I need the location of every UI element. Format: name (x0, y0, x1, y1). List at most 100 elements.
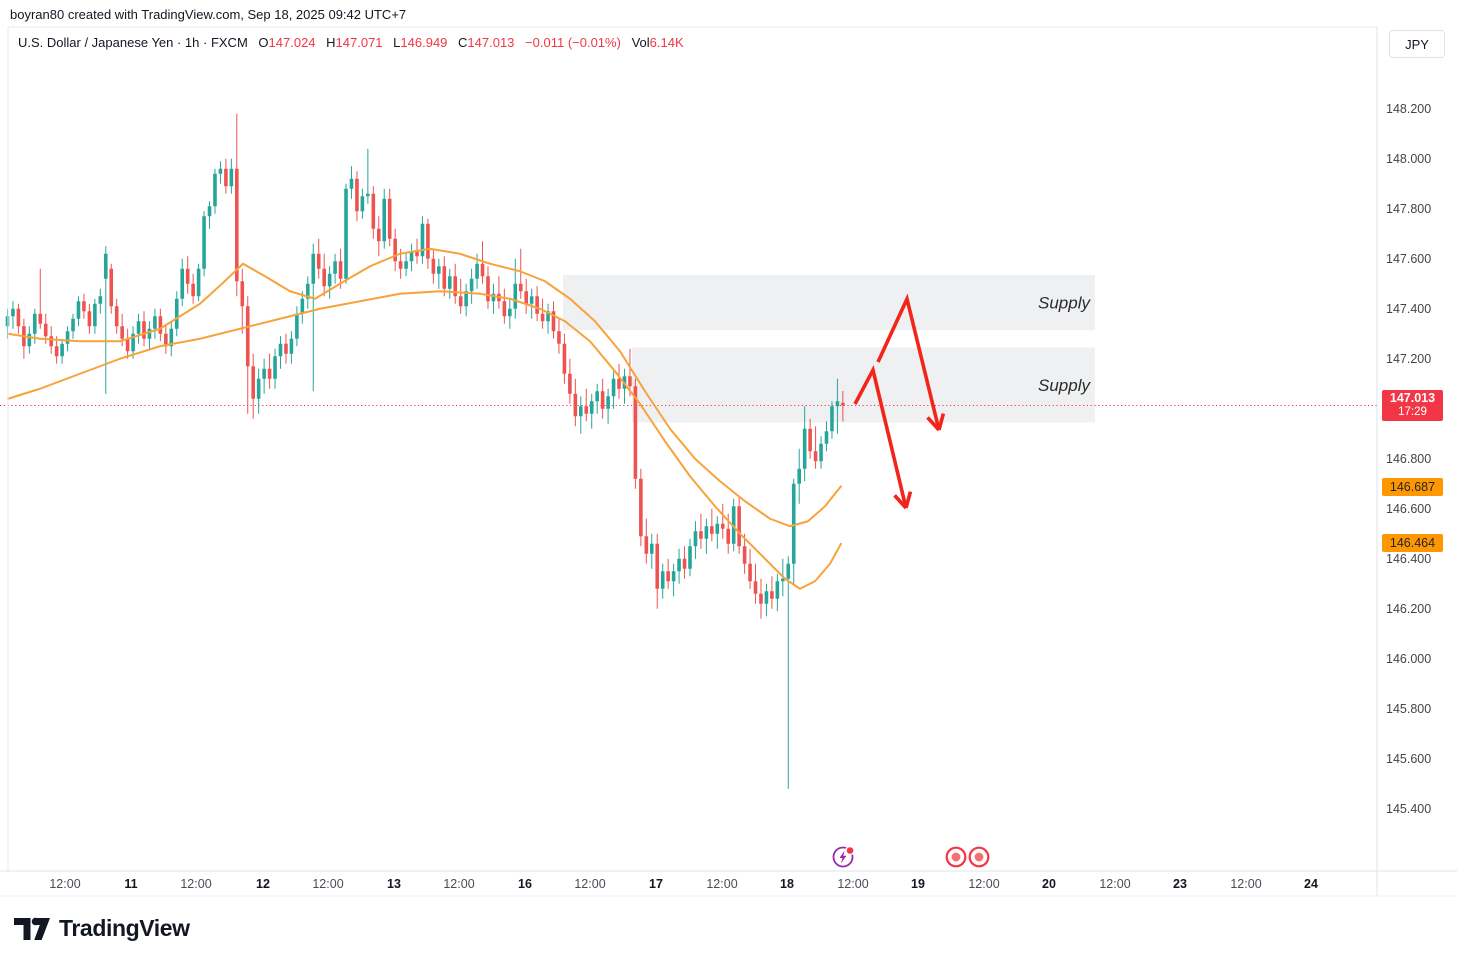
candle-body (753, 581, 758, 594)
candle-body (366, 193, 370, 197)
time-axis-label: 12:00 (312, 877, 344, 891)
candle-body (131, 333, 135, 352)
price-axis-label: 146.800 (1386, 451, 1432, 466)
candle-body (606, 396, 610, 409)
ma-low-band (7, 290, 842, 590)
candle-body (196, 268, 201, 297)
candle-body (273, 356, 277, 379)
candle-body (349, 178, 354, 189)
candle-body (278, 343, 283, 357)
candle-body (338, 261, 343, 279)
candle-body (720, 523, 725, 529)
candle-body (76, 301, 81, 319)
time-axis-label: 12:00 (837, 877, 869, 891)
candle-body (65, 331, 70, 344)
idea-lightning-icon[interactable] (831, 845, 855, 869)
candle-body (781, 578, 785, 582)
candle-body (431, 258, 436, 274)
candle-body (464, 291, 468, 307)
trend-arrow[interactable] (876, 293, 941, 431)
candle-body (830, 406, 834, 432)
candle-body (458, 296, 463, 307)
candle-body (786, 563, 791, 579)
candle-body (322, 268, 326, 287)
candle-body (235, 168, 239, 282)
candle-body (475, 263, 479, 279)
candle-body (185, 268, 190, 284)
candle-body (513, 283, 518, 309)
supply-zone[interactable] (563, 275, 1095, 330)
candle-body (573, 393, 578, 417)
time-axis-label: 13 (387, 877, 401, 891)
candle-body (169, 328, 174, 347)
candle-body (508, 308, 512, 317)
currency-toggle-button[interactable]: JPY (1389, 30, 1445, 58)
time-axis-label: 12:00 (968, 877, 1000, 891)
candle-body (710, 526, 714, 534)
candle-body (207, 206, 212, 217)
candle-body (16, 308, 21, 327)
candle-body (726, 528, 731, 544)
price-axis-label: 146.200 (1386, 601, 1432, 616)
candle-body (682, 558, 687, 569)
news-marker-icon[interactable] (944, 845, 968, 869)
trend-arrow[interactable] (853, 364, 908, 509)
candle-body (557, 331, 561, 344)
candle-body (27, 333, 32, 347)
candle-body (600, 391, 605, 409)
candle-body (813, 451, 818, 462)
time-axis-label: 23 (1173, 877, 1187, 891)
candle-body (327, 273, 332, 287)
attribution-text: boyran80 created with TradingView.com, S… (10, 7, 407, 22)
symbol-title[interactable]: U.S. Dollar / Japanese Yen · 1h · FXCM (18, 35, 248, 50)
open-value: 147.024 (268, 35, 316, 50)
candle-body (442, 266, 447, 289)
candle-body (376, 228, 381, 242)
candle-body (371, 193, 376, 229)
time-axis-label: 18 (780, 877, 794, 891)
high-label: H (326, 35, 336, 50)
time-axis-label: 12:00 (1099, 877, 1131, 891)
candle-body (486, 276, 490, 302)
candle-body (360, 196, 365, 212)
candle-body (764, 591, 769, 604)
candle-body (153, 316, 157, 329)
open-label: O (258, 35, 269, 50)
close-value: 147.013 (467, 35, 515, 50)
news-marker-icon[interactable] (967, 845, 991, 869)
candle-body (480, 263, 485, 277)
tradingview-logo-text: TradingView (59, 914, 190, 941)
candle-body (797, 468, 801, 484)
candle-body (628, 376, 632, 387)
candle-body (633, 386, 638, 479)
candle-body (551, 311, 556, 332)
candle-body (426, 223, 430, 259)
candle-body (524, 291, 528, 304)
price-axis-label: 147.800 (1386, 201, 1432, 216)
candle-body (775, 581, 780, 599)
candle-body (333, 261, 337, 274)
candle-body (529, 296, 534, 304)
candle-body (737, 506, 741, 547)
bar-countdown: 17:29 (1398, 405, 1427, 418)
candle-body (447, 276, 452, 289)
candle-body (693, 531, 698, 547)
candle-body (770, 591, 774, 599)
trend-arrow-head (937, 413, 946, 431)
candle-body (71, 318, 75, 332)
low-value: 146.949 (400, 35, 448, 50)
price-axis-label: 147.400 (1386, 301, 1432, 316)
price-axis-label: 148.000 (1386, 151, 1432, 166)
candle-body (311, 253, 316, 284)
candle-body (229, 168, 234, 187)
low-label: L (393, 35, 401, 50)
time-axis-label: 12:00 (180, 877, 212, 891)
high-value: 147.071 (335, 35, 383, 50)
price-axis-label: 145.800 (1386, 701, 1432, 716)
tradingview-logo[interactable]: TradingView (14, 914, 190, 942)
candle-body (535, 296, 539, 314)
time-axis-label: 16 (518, 877, 532, 891)
candle-body (393, 238, 397, 262)
